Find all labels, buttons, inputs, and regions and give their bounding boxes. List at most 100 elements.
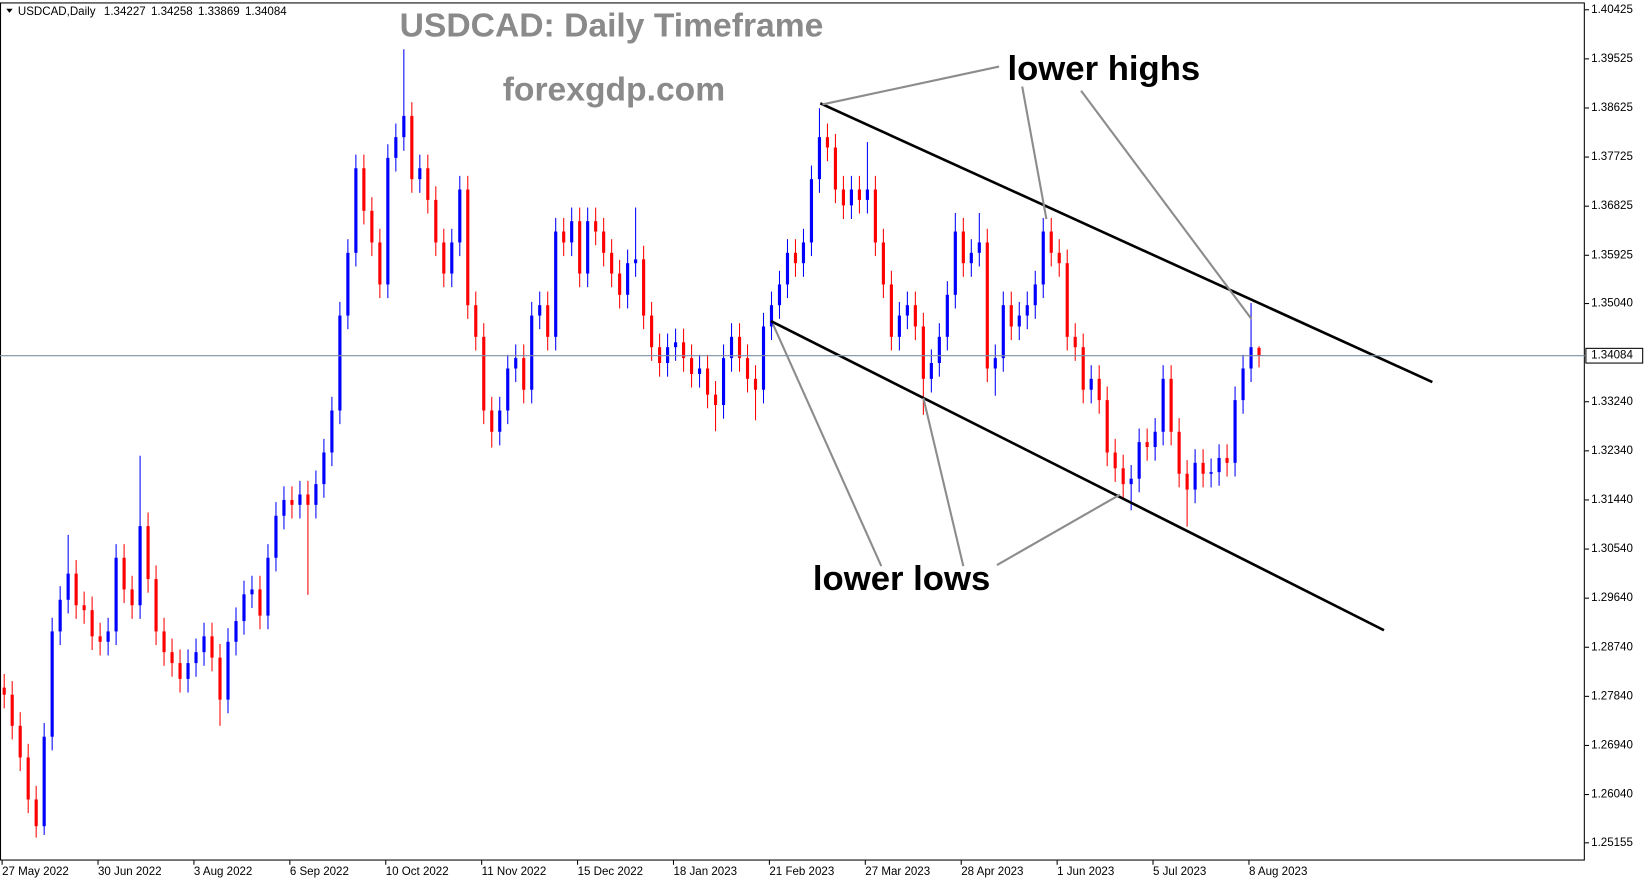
candle-body [1161,378,1165,432]
candle-body [769,305,774,327]
candle-body [777,284,782,306]
candle-body [42,736,46,827]
candle-body [993,358,997,369]
candle-body [897,315,901,337]
plot-frame [0,2,1585,861]
candle-body [586,221,590,274]
candle-body [482,336,486,411]
candle-body [186,663,190,679]
candle-body [362,168,366,211]
y-tick-label: 1.39525 [1591,53,1633,65]
candle-body [506,368,510,411]
header-high: 1.34258 [151,6,193,18]
candle-body [90,610,94,637]
candle-body [873,189,877,243]
candle-body [130,589,134,606]
y-tick-label: 1.35925 [1591,249,1633,261]
x-tick-label: 5 Jul 2023 [1153,866,1206,878]
candle-body [1001,305,1005,359]
candle-body [817,137,822,180]
y-tick-label: 1.31440 [1591,494,1633,506]
candle-body [178,663,182,679]
candle-body [658,347,662,364]
candle-body [961,231,965,264]
pointer-line [772,323,883,567]
pointer-line [822,65,1000,106]
candle-body [298,494,302,505]
candle-body [1009,305,1013,327]
candle-body [1257,347,1261,356]
candle-body [945,294,949,337]
pointer-line [1021,86,1048,220]
candle-body [322,452,326,485]
candle-body [578,221,582,274]
candle-body [474,305,478,337]
y-tick-label: 1.25155 [1591,837,1633,849]
candle-body [745,358,750,379]
x-tick-label: 18 Jan 2023 [673,866,737,878]
x-tick-label: 28 Apr 2023 [961,866,1023,878]
candle-body [857,189,861,200]
candle-body [713,394,718,406]
y-tick-label: 1.29640 [1591,592,1633,604]
header-low: 1.33869 [198,6,240,18]
y-tick-label: 1.36825 [1591,200,1633,212]
candle-body [466,189,470,306]
price-label-box [1585,347,1644,364]
candle-body [953,231,957,295]
candle-body [642,259,646,316]
x-tick-label: 1 Jun 2023 [1057,866,1114,878]
candle-body [634,259,638,264]
candle-body [1177,431,1181,474]
candle-body [194,652,198,664]
candle-body [1241,368,1245,401]
candle-body [841,189,846,206]
candle-body [1121,468,1125,485]
candle-body [1233,400,1237,463]
candle-body [737,336,742,359]
candle-body [865,189,869,200]
chart-subtitle: forexgdp.com [503,72,725,109]
candle-body [394,137,398,158]
candle-body [1065,263,1069,337]
candle-body [58,599,62,632]
candle-body [682,342,686,359]
y-tick-label: 1.38625 [1591,102,1633,114]
candle-body [1081,347,1085,390]
candle-body [1201,462,1205,474]
x-tick-label: 3 Aug 2022 [194,866,252,878]
candle-body [426,168,430,200]
candle-body [226,641,230,700]
candle-body [106,631,110,642]
trend-line-lower [770,319,1385,632]
candle-body [618,273,622,295]
candle-body [258,589,262,616]
y-tick-label: 1.33240 [1591,396,1633,408]
candle-body [530,315,534,390]
y-tick-label: 1.40425 [1591,4,1633,16]
candle-body [1105,400,1109,453]
candle-body [546,305,550,337]
candle-body [1217,457,1221,473]
x-tick-label: 10 Oct 2022 [386,866,449,878]
candle-body [354,168,358,253]
candle-body [66,573,70,600]
candle-body [122,557,126,590]
candle-body [705,368,710,395]
candle-body [162,631,166,653]
candle-body [650,315,654,348]
x-tick-label: 6 Sep 2022 [290,866,349,878]
candle-body [969,252,973,264]
candle-body [985,242,989,369]
candle-body [554,231,558,337]
candle-body [210,636,214,658]
candle-body [82,605,86,611]
candle-body [1249,347,1253,369]
y-tick-label: 1.32340 [1591,445,1633,457]
candle-body [913,305,917,327]
candle-body [793,252,798,264]
candle-body [721,358,726,406]
candle-body [801,242,806,264]
